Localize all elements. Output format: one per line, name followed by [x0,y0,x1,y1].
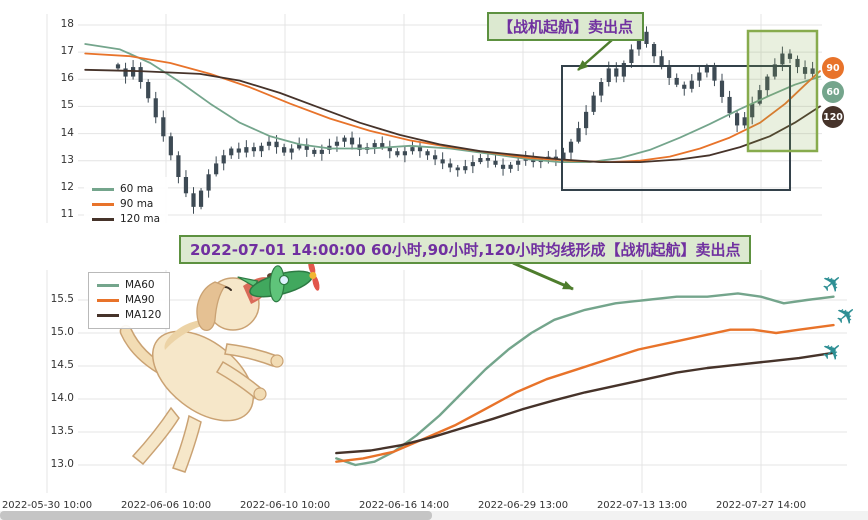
last-value-badge-60: 60 [822,81,844,103]
y-tick-label: 13.5 [50,425,74,437]
x-tick-label: 2022-06-06 10:00 [120,500,212,511]
legend-row: MA120 [97,309,161,322]
ma120-line-swatch [97,314,119,317]
toy-plane-propeller-hub [309,271,317,279]
dog-paw [270,354,284,368]
y-tick-label: 13.0 [50,458,74,470]
ma120-line-swatch [92,218,114,221]
legend-row: 60 ma [92,183,160,196]
scrollbar-thumb[interactable] [0,511,432,520]
ma90-line-swatch [97,299,119,302]
toy-plane-window [278,274,290,286]
y-tick-label: 17 [60,45,74,58]
ma60-line-swatch [92,188,114,191]
dog-hind-leg [172,414,202,473]
top-chart-legend: 60 ma 90 ma 120 ma [84,177,169,232]
y-tick-label: 13 [60,153,74,166]
x-tick-label: 2022-06-16 14:00 [358,500,450,511]
last-value-badge-90: 90 [822,57,844,79]
x-tick-label: 2022-06-29 13:00 [477,500,569,511]
badge-label: 120 [823,111,843,123]
x-tick-label: 2022-07-27 14:00 [715,500,807,511]
legend-label: MA120 [125,309,162,321]
legend-label: 120 ma [120,213,161,225]
legend-row: 90 ma [92,198,160,211]
ma90-line-swatch [92,203,114,206]
y-tick-label: 15 [60,99,74,112]
x-tick-label: 2022-06-10 10:00 [239,500,331,511]
dog-body [151,330,255,422]
y-tick-label: 12 [60,180,74,193]
ma60-line-swatch [97,284,119,287]
y-tick-label: 14.5 [50,359,74,371]
y-tick-label: 15.0 [50,326,74,338]
y-tick-label: 11 [60,207,74,220]
x-tick-label: 2022-07-13 13:00 [596,500,688,511]
legend-label: 60 ma [120,183,154,195]
legend-row: MA60 [97,279,161,292]
y-tick-label: 14.0 [50,392,74,404]
dog-hind-leg [131,406,180,466]
y-tick-label: 16 [60,72,74,85]
y-tick-label: 15.5 [50,293,74,305]
legend-label: 90 ma [120,198,154,210]
horizontal-scrollbar[interactable] [0,511,868,520]
last-value-badge-120: 120 [822,106,844,128]
legend-label: MA60 [125,279,155,291]
legend-row: 120 ma [92,213,160,226]
x-tick-label: 2022-05-30 10:00 [1,500,93,511]
dog-illustration [119,259,320,473]
dog-back-shading [164,318,237,350]
sell-point-annotation: 【战机起航】卖出点 [487,12,645,41]
y-tick-label: 18 [60,18,74,30]
toy-plane-propeller [312,275,320,291]
badge-label: 60 [826,86,840,98]
y-tick-label: 14 [60,126,74,139]
badge-label: 90 [826,62,840,74]
dog-paw [253,387,267,401]
toy-plane-illustration [237,259,320,303]
callout-text: 2022-07-01 14:00:00 60小时,90小时,120小时均线形成【… [179,235,752,264]
legend-row: MA90 [97,294,161,307]
dog-ear [196,281,227,331]
bottom-chart-legend: MA60 MA90 MA120 [88,272,171,329]
legend-label: MA90 [125,294,155,306]
